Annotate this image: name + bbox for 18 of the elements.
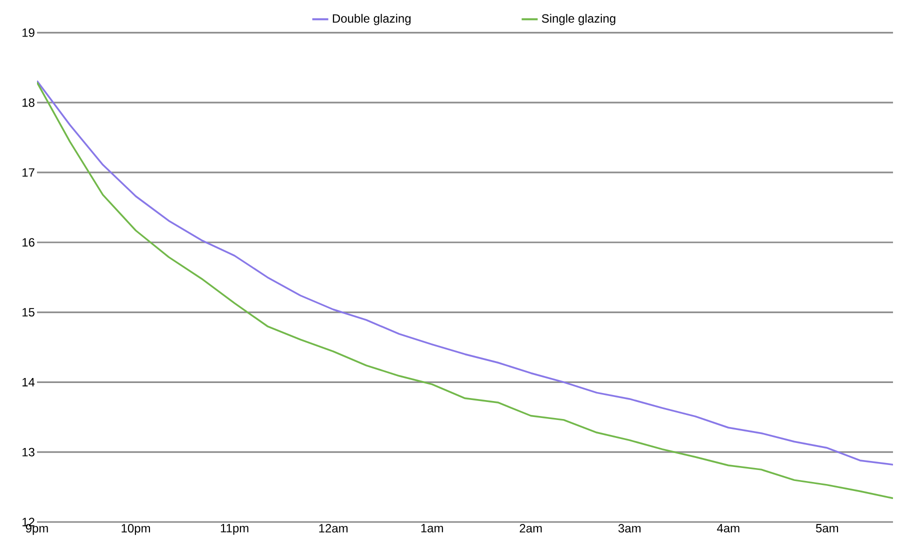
y-tick-label: 19 [22, 28, 34, 37]
x-tick-label: 1am [421, 524, 443, 532]
x-tick-label: 4am [716, 524, 740, 532]
y-tick-label: 13 [22, 448, 34, 456]
y-tick-label: 15 [22, 308, 34, 316]
y-tick-label: 18 [22, 98, 34, 107]
x-tick-label: 9pm [26, 524, 48, 535]
x-tick-label: 3am [618, 524, 640, 533]
x-tick-label: 12am [319, 524, 348, 533]
x-tick-label: 10pm [122, 524, 150, 535]
x-tick-label: 5am [816, 524, 838, 532]
y-tick-label: 16 [22, 238, 34, 247]
y-tick-label: 14 [22, 378, 35, 386]
legend-label: Double glazing [332, 14, 411, 26]
y-tick-label: 17 [22, 168, 34, 177]
legend-label: Single glazing [542, 14, 616, 26]
x-tick-label: 2am [520, 524, 542, 533]
x-tick-label: 11pm [220, 524, 248, 535]
